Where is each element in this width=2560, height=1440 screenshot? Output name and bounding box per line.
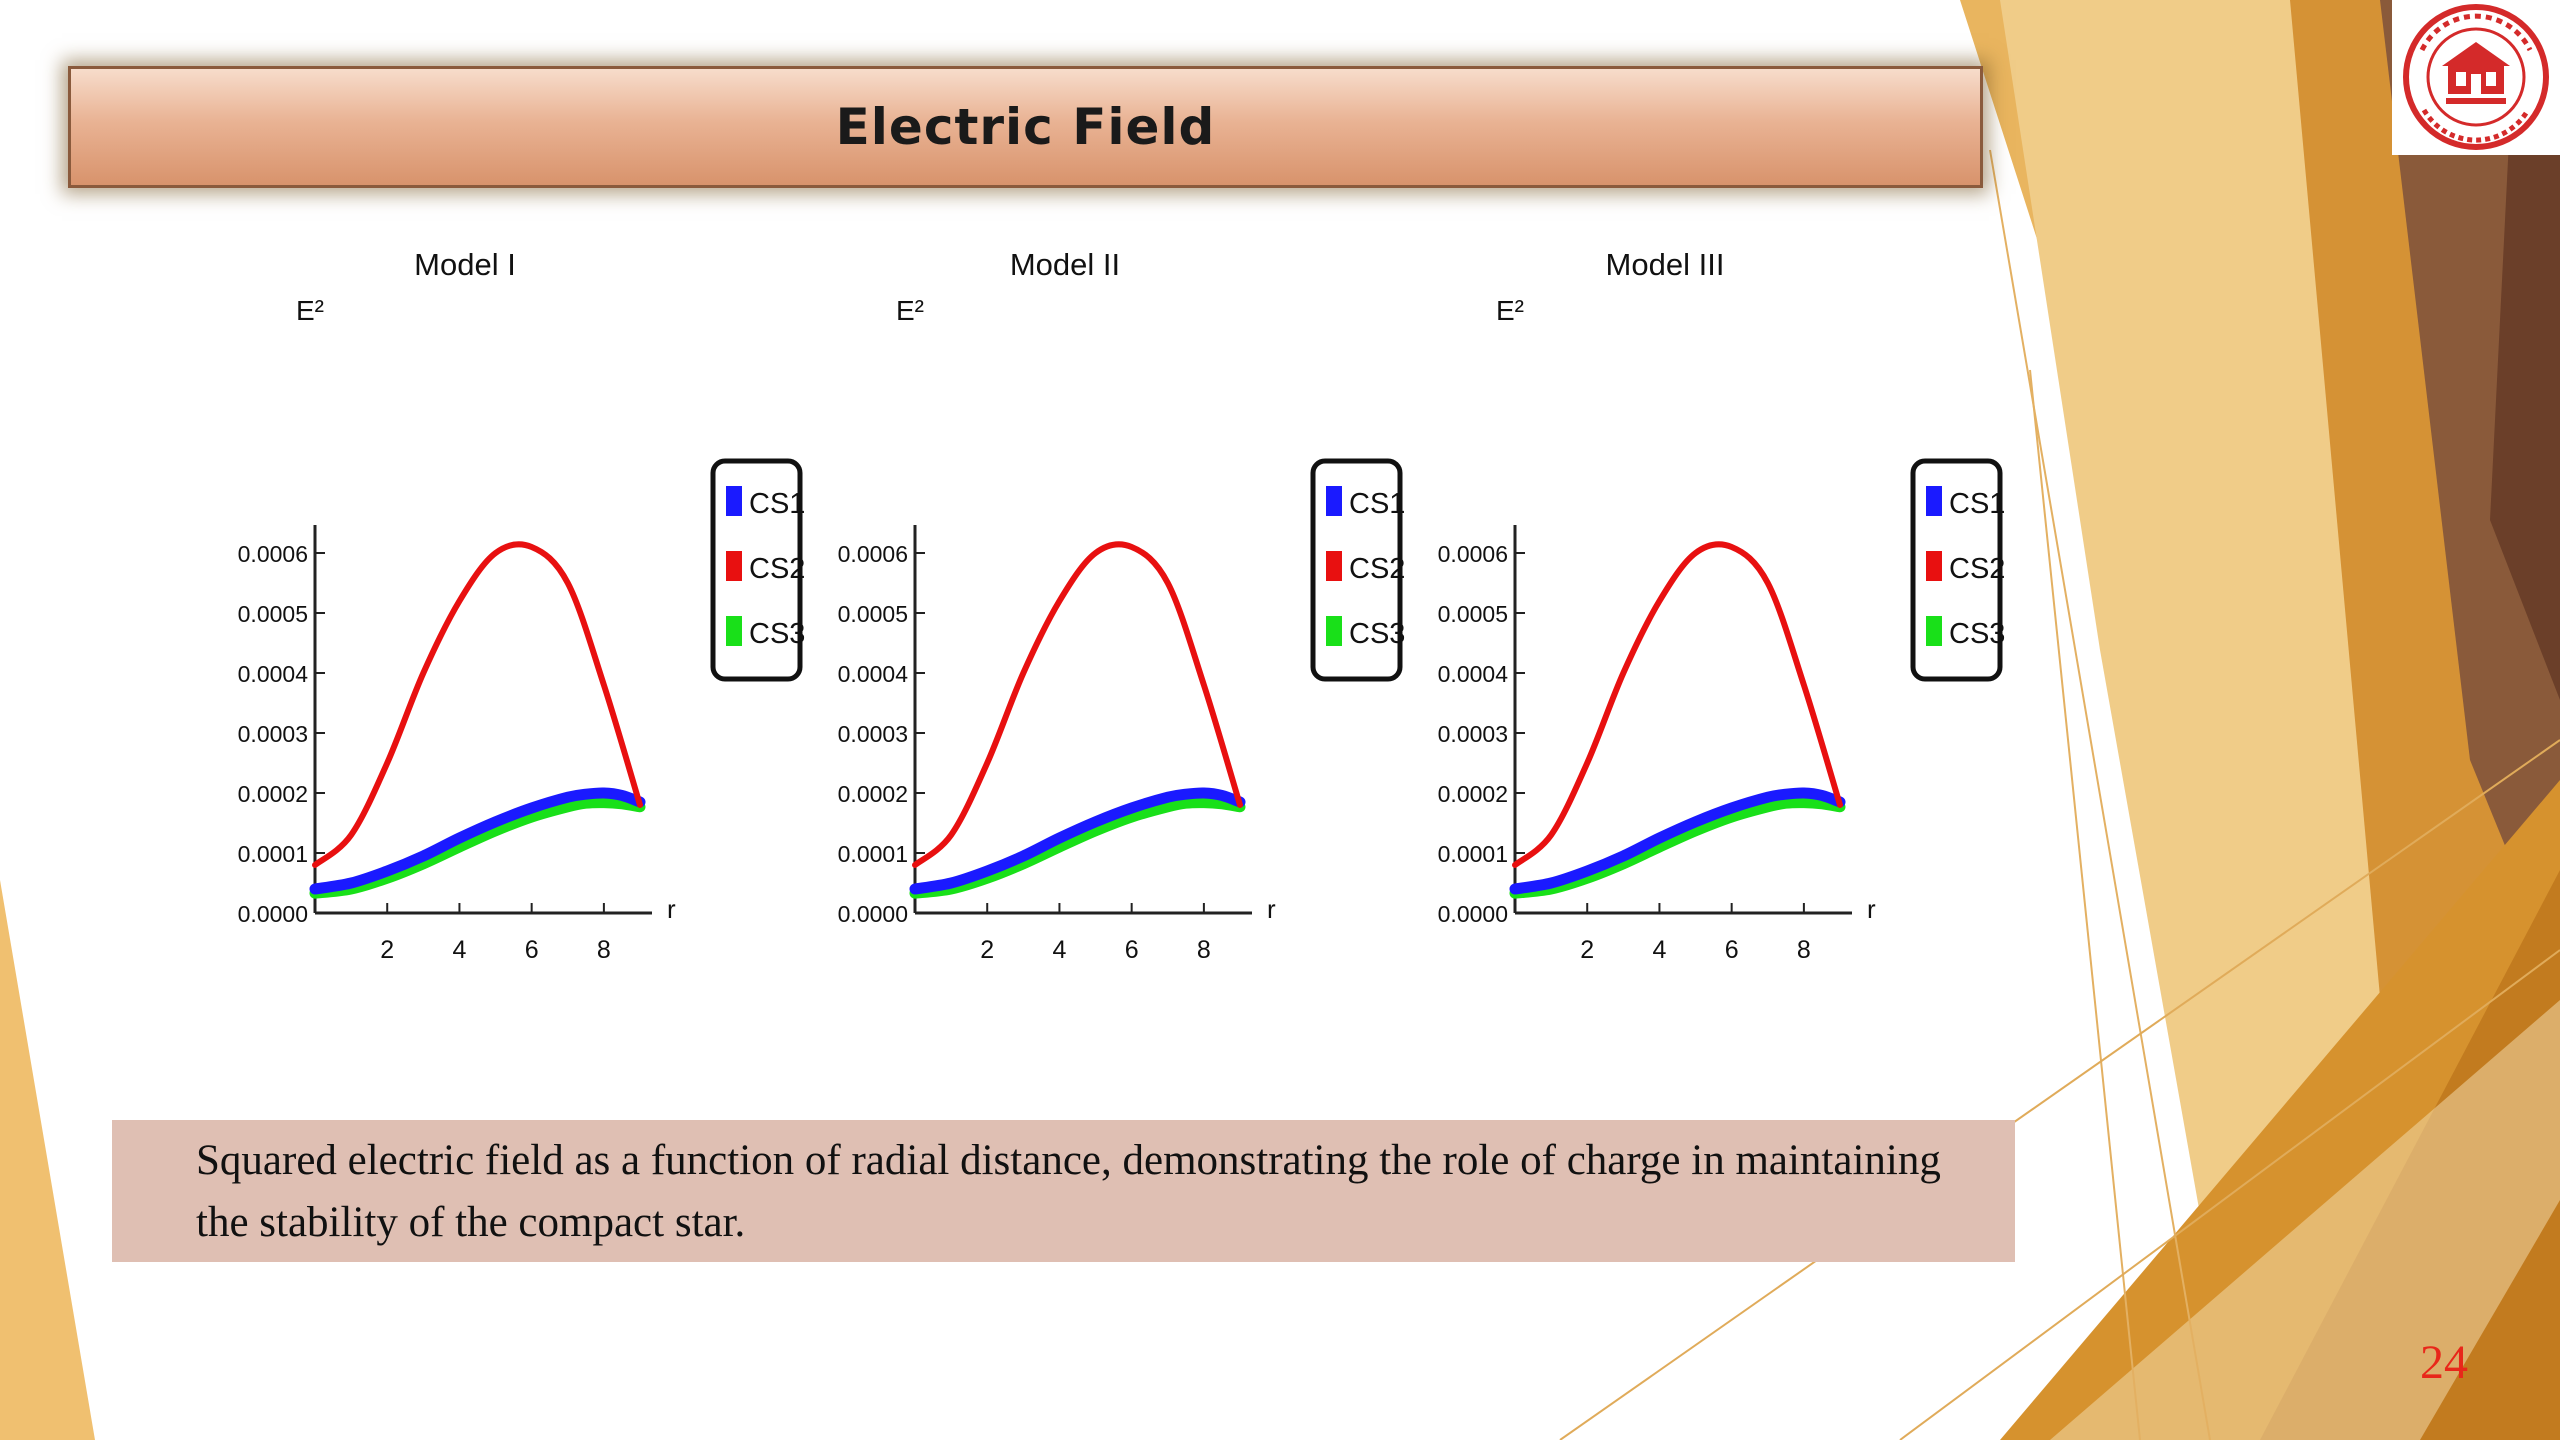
y-tick-label: 0.0006 bbox=[838, 541, 908, 567]
y-tick-label: 0.0005 bbox=[238, 601, 308, 627]
x-tick-label: 2 bbox=[380, 936, 394, 964]
title-bar: Electric Field bbox=[68, 66, 1983, 188]
chart-model-i: Model I E² r 0.0000 0.0001 0.0002 0.0003 0.0004… bbox=[238, 247, 806, 964]
chart-model-iii: Model III E² r 0.0000 0.0001 0.0002 0.0003 0.00… bbox=[1438, 247, 2006, 964]
caption-box: Squared electric field as a function of … bbox=[112, 1120, 2015, 1262]
y-tick-label: 0.0003 bbox=[238, 721, 308, 747]
series-line-cs1 bbox=[309, 787, 646, 895]
legend-label-cs2: CS2 bbox=[749, 553, 805, 585]
y-axis-label: E² bbox=[1496, 295, 1524, 326]
y-tick-label: 0.0000 bbox=[838, 901, 908, 927]
x-tick-label: 8 bbox=[1197, 936, 1211, 964]
x-tick-label: 2 bbox=[1580, 936, 1594, 964]
legend-label-cs3: CS3 bbox=[749, 618, 805, 650]
legend-label-cs3: CS3 bbox=[1349, 618, 1405, 650]
legend-swatch-cs2 bbox=[1926, 551, 1942, 581]
series-line-cs3 bbox=[909, 797, 1246, 899]
series-line-cs2 bbox=[912, 541, 1243, 868]
series-line-cs2 bbox=[1512, 541, 1843, 868]
y-tick-label: 0.0004 bbox=[838, 661, 909, 687]
legend-swatch-cs3 bbox=[726, 616, 742, 646]
series-line-cs1 bbox=[909, 787, 1246, 895]
y-tick-label: 0.0004 bbox=[1438, 661, 1509, 687]
legend-swatch-cs1 bbox=[726, 486, 742, 516]
y-tick-label: 0.0005 bbox=[1438, 601, 1508, 627]
series-line-cs3 bbox=[309, 797, 646, 899]
legend-label-cs2: CS2 bbox=[1349, 553, 1405, 585]
x-axis-label: r bbox=[1867, 894, 1876, 924]
x-tick-label: 4 bbox=[1052, 936, 1066, 964]
x-axis-label: r bbox=[1267, 894, 1276, 924]
page-number: 24 bbox=[2420, 1336, 2468, 1389]
slide-title: Electric Field bbox=[835, 98, 1216, 156]
y-tick-label: 0.0002 bbox=[838, 781, 908, 807]
x-tick-label: 2 bbox=[980, 936, 994, 964]
y-tick-label: 0.0003 bbox=[838, 721, 908, 747]
y-tick-label: 0.0000 bbox=[238, 901, 308, 927]
x-tick-label: 6 bbox=[1125, 936, 1139, 964]
legend-label-cs3: CS3 bbox=[1949, 618, 2005, 650]
y-tick-label: 0.0000 bbox=[1438, 901, 1508, 927]
y-tick-label: 0.0001 bbox=[238, 841, 308, 867]
y-tick-label: 0.0002 bbox=[238, 781, 308, 807]
legend-swatch-cs3 bbox=[1326, 616, 1342, 646]
legend-swatch-cs3 bbox=[1926, 616, 1942, 646]
x-tick-label: 8 bbox=[1797, 936, 1811, 964]
series-line-cs1 bbox=[1509, 787, 1846, 895]
legend-swatch-cs1 bbox=[1326, 486, 1342, 516]
series-line-cs2 bbox=[312, 541, 643, 868]
series-line-cs3 bbox=[1509, 797, 1846, 899]
legend-swatch-cs2 bbox=[1326, 551, 1342, 581]
legend-label-cs2: CS2 bbox=[1949, 553, 2005, 585]
caption-text: Squared electric field as a function of … bbox=[196, 1137, 1941, 1246]
x-tick-label: 6 bbox=[1725, 936, 1739, 964]
y-tick-label: 0.0004 bbox=[238, 661, 309, 687]
y-tick-label: 0.0005 bbox=[838, 601, 908, 627]
legend-swatch-cs1 bbox=[1926, 486, 1942, 516]
x-tick-label: 8 bbox=[597, 936, 611, 964]
legend-label-cs1: CS1 bbox=[749, 488, 805, 520]
x-tick-label: 4 bbox=[1652, 936, 1666, 964]
legend-label-cs1: CS1 bbox=[1949, 488, 2005, 520]
x-tick-label: 4 bbox=[452, 936, 466, 964]
y-tick-label: 0.0002 bbox=[1438, 781, 1508, 807]
y-axis-label: E² bbox=[896, 295, 924, 326]
x-tick-label: 6 bbox=[525, 936, 539, 964]
chart-title: Model II bbox=[1010, 247, 1120, 282]
legend-label-cs1: CS1 bbox=[1349, 488, 1405, 520]
chart-title: Model I bbox=[414, 247, 516, 282]
y-tick-label: 0.0006 bbox=[238, 541, 308, 567]
legend-swatch-cs2 bbox=[726, 551, 742, 581]
y-tick-label: 0.0003 bbox=[1438, 721, 1508, 747]
y-tick-label: 0.0001 bbox=[838, 841, 908, 867]
x-axis-label: r bbox=[667, 894, 676, 924]
y-tick-label: 0.0006 bbox=[1438, 541, 1508, 567]
chart-model-ii: Model II E² r 0.0000 0.0001 0.0002 0.0003 0.000… bbox=[838, 247, 1406, 964]
y-axis-label: E² bbox=[296, 295, 324, 326]
y-tick-label: 0.0001 bbox=[1438, 841, 1508, 867]
chart-title: Model III bbox=[1606, 247, 1725, 282]
university-logo bbox=[2392, 0, 2560, 155]
